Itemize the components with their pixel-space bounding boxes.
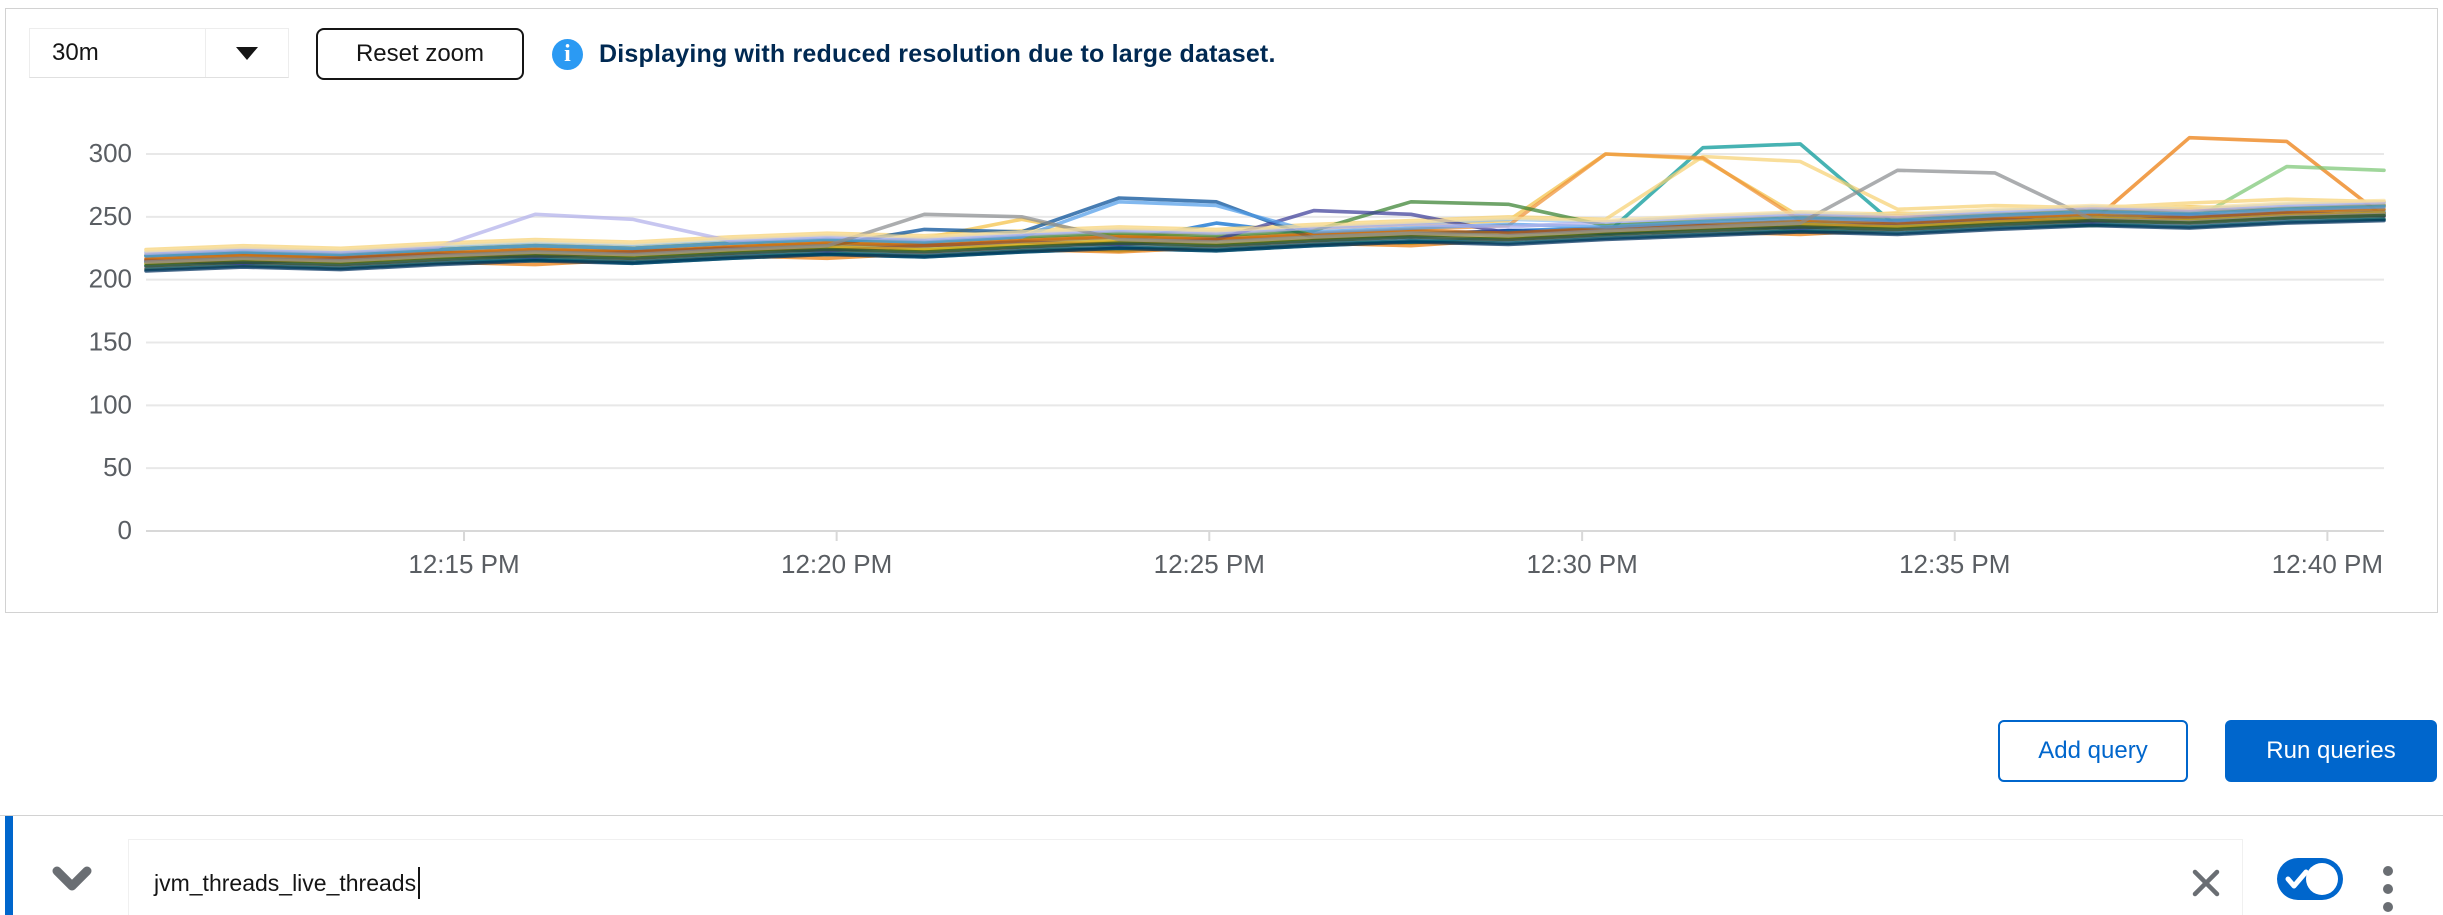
time-range-select[interactable]: 30m [29,28,289,78]
reduced-resolution-alert: i Displaying with reduced resolution due… [552,31,1276,77]
svg-text:0: 0 [118,515,132,545]
svg-text:150: 150 [89,327,132,357]
reset-zoom-button[interactable]: Reset zoom [316,28,524,80]
svg-text:100: 100 [89,389,132,419]
svg-text:12:20 PM: 12:20 PM [781,549,892,579]
chevron-down-icon [52,866,92,891]
query-text: jvm_threads_live_threads [154,869,417,896]
svg-text:12:40 PM: 12:40 PM [2272,549,2383,579]
svg-text:50: 50 [103,452,132,482]
metrics-chart-card: 0 50 100 150 200 250 300 12:15 PM 12:20 PM 12:25 … [5,8,2438,613]
query-row: jvm_threads_live_threads [0,815,2443,915]
clear-query-button[interactable] [2184,861,2228,905]
query-kebab-menu[interactable] [2368,856,2408,915]
reduced-resolution-message: Displaying with reduced resolution due t… [599,39,1276,68]
query-accent-bar [5,816,13,915]
svg-text:12:30 PM: 12:30 PM [1526,549,1637,579]
run-queries-button[interactable]: Run queries [2225,720,2437,782]
select-divider [205,29,206,77]
toggle-knob [2306,863,2338,895]
kebab-vertical-icon [2383,866,2393,912]
svg-text:250: 250 [89,201,132,231]
query-expand-button[interactable] [40,854,104,904]
add-query-button[interactable]: Add query [1998,720,2188,782]
close-icon [2192,869,2220,897]
chart-toolbar: 30m Reset zoom i Displaying with reduced… [6,9,2437,99]
svg-text:200: 200 [89,264,132,294]
svg-text:300: 300 [89,138,132,168]
metrics-line-chart[interactable]: 0 50 100 150 200 250 300 12:15 PM 12:20 PM 12:25 … [6,9,2437,609]
check-icon [2285,869,2309,889]
query-actions-row: Add query Run queries [0,720,2443,782]
time-range-value: 30m [52,39,99,66]
caret-down-icon [206,46,288,60]
svg-text:12:15 PM: 12:15 PM [408,549,519,579]
query-input[interactable]: jvm_threads_live_threads [128,839,2243,915]
info-circle-icon: i [552,38,583,70]
text-cursor [418,867,421,899]
svg-text:12:35 PM: 12:35 PM [1899,549,2010,579]
query-enabled-toggle[interactable] [2277,858,2343,900]
svg-text:12:25 PM: 12:25 PM [1154,549,1265,579]
